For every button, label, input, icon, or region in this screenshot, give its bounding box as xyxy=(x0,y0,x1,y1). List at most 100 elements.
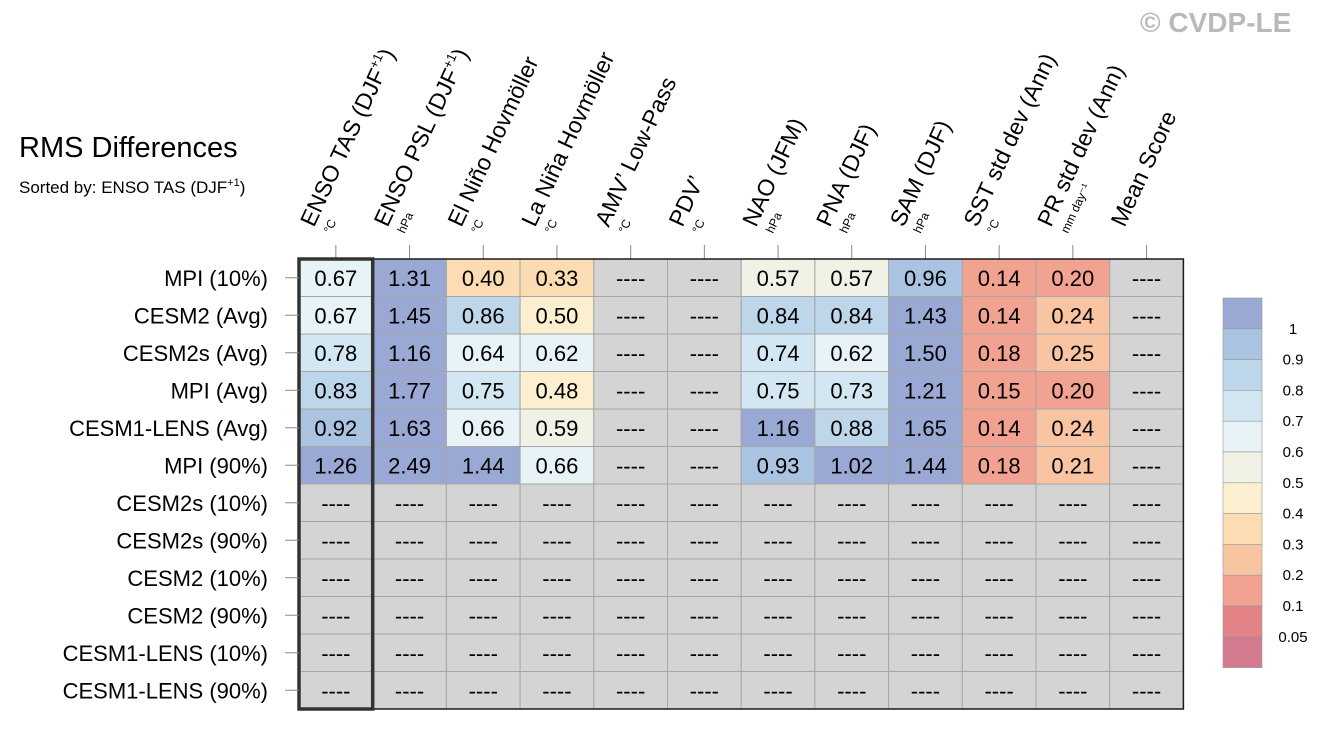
row-label: MPI (10%) xyxy=(164,266,268,291)
cell-value: 1.45 xyxy=(388,303,431,328)
heatmap-cell xyxy=(740,296,816,335)
cell-value: ---- xyxy=(321,528,350,553)
cell-value: 0.84 xyxy=(757,303,800,328)
heatmap-cell xyxy=(667,521,742,560)
cell-value: 0.66 xyxy=(536,453,579,478)
heatmap-cell xyxy=(961,558,1037,597)
cell-value: ---- xyxy=(321,603,350,628)
cell-value: ---- xyxy=(1132,453,1161,478)
cell-value: ---- xyxy=(690,266,719,291)
heatmap-cell xyxy=(445,521,521,560)
heatmap-cell xyxy=(298,371,374,410)
cell-value: ---- xyxy=(763,528,792,553)
cell-value: ---- xyxy=(542,528,571,553)
column-header: PDV’°C xyxy=(663,172,709,236)
cell-value: ---- xyxy=(1132,303,1161,328)
cell-value: 1.26 xyxy=(314,453,357,478)
heatmap-cell xyxy=(593,558,668,597)
heatmap-cell xyxy=(1109,633,1184,672)
heatmap-cell xyxy=(667,633,742,672)
cell-value: 0.92 xyxy=(314,416,357,441)
cell-value: 0.14 xyxy=(978,303,1021,328)
heatmap-cell xyxy=(1035,596,1111,635)
heatmap-cell xyxy=(593,521,668,560)
cell-value: 1.43 xyxy=(904,303,947,328)
row-label: CESM1-LENS (90%) xyxy=(63,678,268,703)
cell-value: 1.02 xyxy=(830,453,873,478)
heatmap-cell xyxy=(814,371,890,410)
cell-value: ---- xyxy=(616,378,645,403)
colorbar-swatch xyxy=(1222,297,1263,330)
heatmap-cell xyxy=(298,633,374,672)
heatmap-cell xyxy=(593,371,668,410)
colorbar-label: 0.7 xyxy=(1283,413,1304,430)
cell-value: 1.16 xyxy=(757,416,800,441)
cell-value: ---- xyxy=(616,603,645,628)
cell-value: ---- xyxy=(763,641,792,666)
row-label: CESM1-LENS (Avg) xyxy=(69,416,268,441)
row-label: CESM2 (10%) xyxy=(127,566,268,591)
cell-value: 0.33 xyxy=(536,266,579,291)
row-label: CESM2s (10%) xyxy=(116,491,268,516)
heatmap-cell xyxy=(593,408,668,447)
heatmap-cell xyxy=(888,633,963,672)
column-name: Mean Score xyxy=(1106,107,1182,230)
cell-value: ---- xyxy=(837,528,866,553)
cell-value: 0.66 xyxy=(462,416,505,441)
cell-value: ---- xyxy=(395,528,424,553)
heatmap-cell xyxy=(667,596,742,635)
cell-value: 0.75 xyxy=(757,378,800,403)
column-name-main: Mean Score xyxy=(1106,107,1182,230)
cell-value: 0.40 xyxy=(462,266,505,291)
heatmap-cell xyxy=(298,296,374,335)
cell-value: 0.78 xyxy=(314,341,357,366)
cell-value: ---- xyxy=(690,641,719,666)
heatmap-cell xyxy=(1035,521,1111,560)
cell-value: ---- xyxy=(1132,378,1161,403)
heatmap-cell xyxy=(593,671,668,710)
cell-value: ---- xyxy=(984,603,1013,628)
row-label: CESM2 (90%) xyxy=(127,603,268,628)
heatmap-cell xyxy=(814,258,890,297)
row-labels: MPI (10%) CESM2 (Avg) CESM2s (Avg) MPI (Avg… xyxy=(63,266,299,703)
cell-value: 0.62 xyxy=(536,341,579,366)
subtitle-suffix: ) xyxy=(240,178,246,197)
heatmap-grid: 0.67 1.31 0.40 0.33 ---- ---- 0.57 0.57 0.96 0.14… xyxy=(297,257,1185,711)
cell-value: 0.74 xyxy=(757,341,800,366)
cell-value: ---- xyxy=(469,641,498,666)
cell-value: ---- xyxy=(690,491,719,516)
heatmap-cell xyxy=(445,558,521,597)
cell-value: ---- xyxy=(395,491,424,516)
cell-value: ---- xyxy=(837,678,866,703)
heatmap-cell xyxy=(740,521,816,560)
cell-value: 1.77 xyxy=(388,378,431,403)
cell-value: ---- xyxy=(837,491,866,516)
cell-value: ---- xyxy=(616,416,645,441)
cell-value: 0.96 xyxy=(904,266,947,291)
heatmap-cell xyxy=(814,671,890,710)
heatmap-cell xyxy=(961,408,1037,447)
cell-value: ---- xyxy=(1058,678,1087,703)
cell-value: ---- xyxy=(469,603,498,628)
cell-value: ---- xyxy=(1132,266,1161,291)
cell-value: ---- xyxy=(542,678,571,703)
row-label: MPI (Avg) xyxy=(171,378,268,403)
heatmap-cell xyxy=(667,558,742,597)
cell-value: 0.21 xyxy=(1051,453,1094,478)
cell-value: 0.75 xyxy=(462,378,505,403)
heatmap-cell xyxy=(1035,671,1111,710)
heatmap-cell xyxy=(372,521,447,560)
colorbar-swatch xyxy=(1222,328,1263,360)
heatmap-cell xyxy=(888,333,963,372)
cell-value: ---- xyxy=(616,453,645,478)
cell-value: ---- xyxy=(1058,528,1087,553)
heatmap-cell xyxy=(740,671,816,710)
heatmap-cell xyxy=(740,558,816,597)
sorted-column-highlight xyxy=(297,257,375,711)
cell-value: ---- xyxy=(395,603,424,628)
cell-value: ---- xyxy=(984,491,1013,516)
colorbar-label: 0.1 xyxy=(1283,598,1304,615)
colorbar-label: 0.6 xyxy=(1283,444,1304,461)
heatmap-cell xyxy=(1035,371,1111,410)
